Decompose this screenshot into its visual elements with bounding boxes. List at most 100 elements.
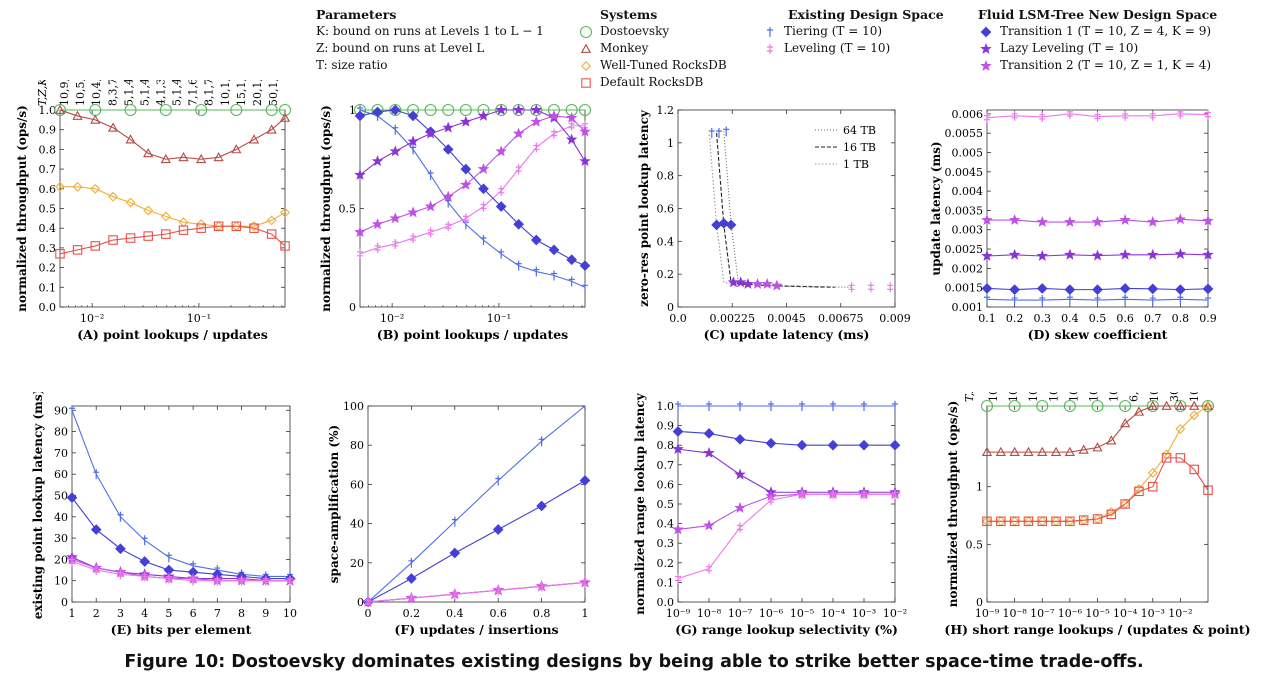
- top-config-label: 10,9,9: [58, 80, 71, 106]
- data-point: [1037, 516, 1048, 527]
- data-point: [1050, 446, 1062, 457]
- data-point: [568, 276, 575, 287]
- legend-label: Lazy Leveling (T = 10): [1000, 41, 1139, 55]
- data-point: [213, 151, 224, 162]
- data-point: [1066, 108, 1073, 119]
- data-point: [1175, 284, 1186, 295]
- y-tick-label: 0.4: [39, 222, 57, 235]
- x-tick-label: 7: [214, 607, 221, 620]
- y-tick-label: 0.0035: [945, 204, 984, 217]
- y-tick-label: 20: [350, 557, 364, 570]
- y-tick-label: 0.0: [39, 301, 57, 314]
- data-point: [1064, 248, 1076, 260]
- chart-panel-b: 0 0.5 1 10⁻² 10⁻¹ (B) point lookups / updates…: [310, 80, 610, 350]
- series-64-tb: [723, 131, 852, 288]
- data-point: [1009, 516, 1020, 527]
- data-point: [799, 401, 805, 411]
- data-point: [1092, 514, 1103, 524]
- y-tick-label: 30: [54, 532, 68, 545]
- data-point: [1119, 214, 1131, 225]
- legend-entry-systems-1: Monkey: [578, 40, 727, 57]
- x-tick-label: 10: [283, 607, 297, 620]
- series-line: [677, 448, 895, 493]
- data-point: [371, 155, 384, 167]
- data-point: [984, 112, 990, 123]
- data-point: [796, 439, 808, 451]
- series-leveling: [357, 120, 588, 259]
- data-point: [565, 111, 578, 123]
- data-point: [771, 279, 783, 291]
- data-point: [1008, 399, 1021, 413]
- series-line: [987, 457, 1209, 522]
- data-point: [725, 219, 737, 231]
- series-default-rocksdb: [55, 221, 290, 259]
- data-point: [1174, 213, 1187, 225]
- data-point: [578, 103, 592, 117]
- chart-panel-c: 0 0.2 0.4 0.6 0.8 1 1.2 0.0 0.00225 0.0045 0.00675…: [620, 80, 920, 350]
- series-tiering: [984, 294, 1211, 306]
- data-point: [1202, 214, 1214, 226]
- data-point: [765, 437, 777, 449]
- x-tick-label: 10⁻²: [380, 312, 404, 325]
- data-point: [1036, 215, 1049, 227]
- data-point: [165, 552, 172, 563]
- data-point: [981, 249, 993, 261]
- data-point: [768, 495, 774, 506]
- data-point: [117, 569, 124, 580]
- data-point: [530, 103, 543, 115]
- data-point: [427, 227, 434, 238]
- top-header-label: T,Z,K: [36, 80, 49, 106]
- legend-entry-systems-2: Well-Tuned RocksDB: [578, 57, 727, 74]
- data-point: [708, 127, 715, 138]
- data-point: [357, 248, 363, 259]
- series-line: [367, 480, 586, 603]
- data-point: [1177, 294, 1184, 305]
- data-point: [72, 245, 83, 255]
- y-tick-label: 40: [54, 511, 68, 524]
- data-point: [460, 178, 472, 190]
- x-tick-label: 0.8: [1172, 312, 1190, 325]
- data-point: [407, 110, 419, 122]
- data-point: [1064, 215, 1076, 227]
- series-tiering: [675, 401, 898, 411]
- y-tick-label: 0: [976, 596, 983, 609]
- series-line: [71, 561, 290, 582]
- series-dostoevsky: [53, 103, 292, 117]
- data-point: [165, 573, 172, 584]
- data-point: [371, 218, 384, 230]
- y-tick-label: 20: [54, 553, 68, 566]
- data-point: [1149, 110, 1156, 121]
- data-point: [672, 443, 684, 455]
- data-point: [125, 197, 136, 208]
- data-point: [1091, 215, 1104, 227]
- series-default-rocksdb: [982, 453, 1213, 527]
- inline-legend-label: 1 TB: [843, 158, 869, 171]
- y-tick-label: 0: [61, 596, 68, 609]
- top-config-label: 100,1,1: [1188, 392, 1201, 402]
- y-tick-label: 0.7: [657, 459, 675, 472]
- data-point: [672, 426, 684, 437]
- x-tick-label: 10⁻²: [80, 312, 104, 325]
- series-lazy-leveling: [981, 248, 1214, 261]
- data-point: [1037, 446, 1048, 457]
- series-tiering: [69, 405, 293, 582]
- data-point: [365, 597, 371, 607]
- data-point: [715, 127, 722, 138]
- series-transition-1: [362, 475, 591, 608]
- data-point: [265, 103, 278, 117]
- series-leveling: [675, 489, 898, 584]
- chart-svg-d: 0.001 0.0015 0.002 0.0025 0.003 0.0035 0.004 0.…: [929, 108, 1217, 342]
- data-point: [249, 221, 259, 232]
- series-line: [59, 225, 286, 255]
- data-point: [195, 103, 208, 117]
- data-point: [480, 201, 487, 212]
- legend-label: Well-Tuned RocksDB: [600, 58, 727, 72]
- data-point: [407, 206, 419, 218]
- data-point: [1147, 467, 1158, 478]
- data-point: [460, 115, 472, 127]
- data-point: [579, 155, 591, 167]
- y-tick-label: 0.0015: [945, 282, 984, 295]
- data-point: [533, 266, 540, 277]
- data-point: [1106, 509, 1117, 520]
- y-tick-label: 0.8: [39, 143, 57, 156]
